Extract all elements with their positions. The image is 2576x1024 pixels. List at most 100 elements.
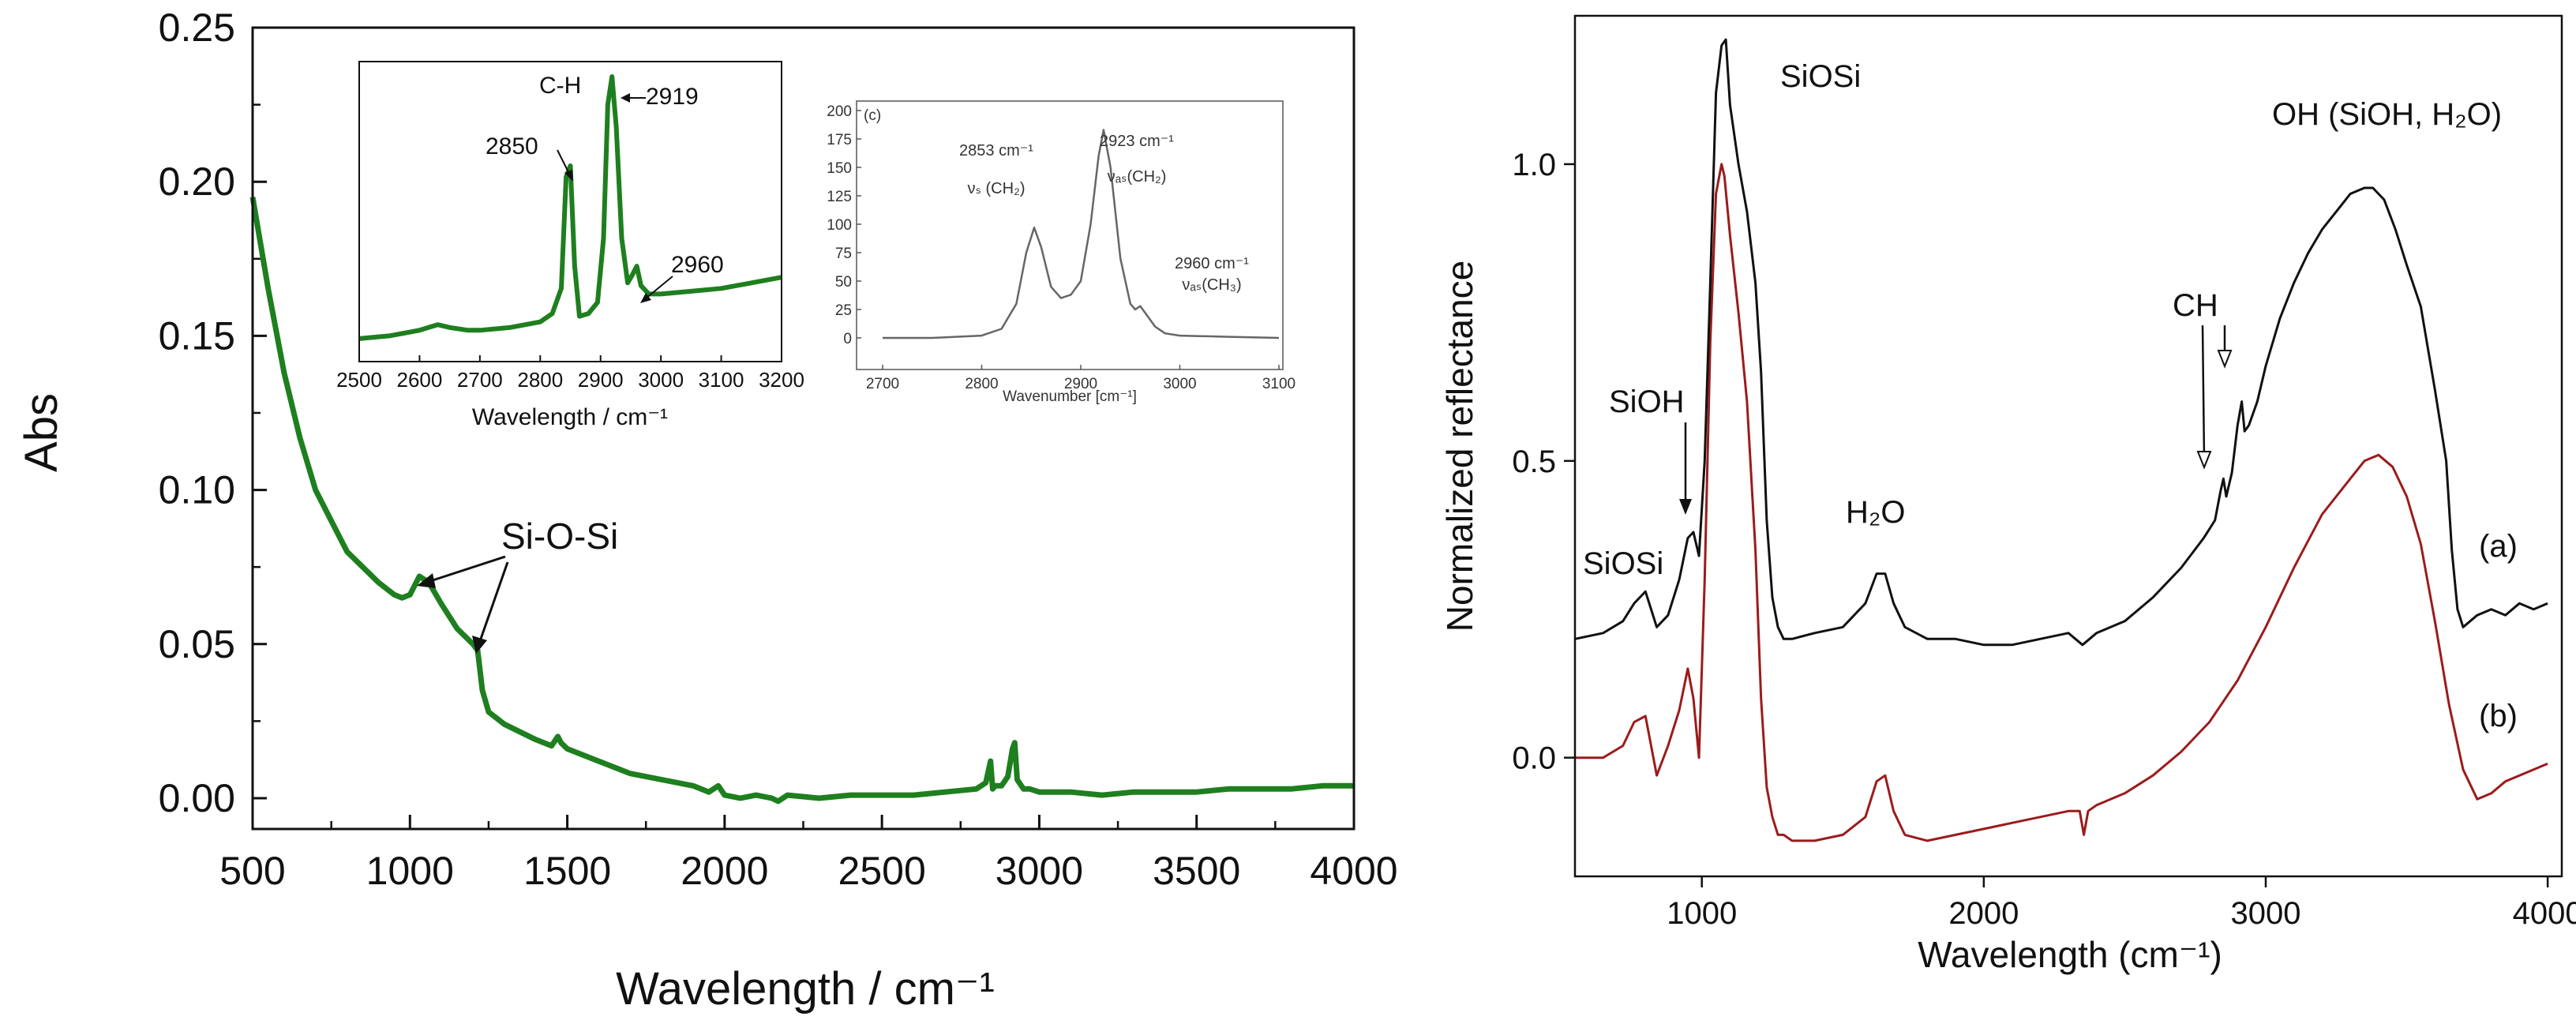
inset-left-tick-labels: 2500 2600 2700 2800 2900 3000 3100 3200 (336, 368, 804, 392)
left-x-axis-label: Wavelength / cm⁻¹ (616, 963, 995, 1015)
right-siosi-peak-label: SiOSi (1780, 59, 1861, 94)
inset-right-chart: 2700 2800 2900 3000 3100 0 25 50 75 100 125 150 175 2… (827, 100, 1295, 405)
inset-right-y-tick-label: 200 (827, 103, 852, 120)
left-si-o-si-arrowhead-1 (417, 573, 436, 588)
right-ch-arrow-1 (2201, 324, 2206, 459)
right-ch-arrowhead-2 (2217, 350, 2233, 369)
left-plot-frame (251, 26, 1355, 831)
inset-right-y-tick-label: 0 (843, 331, 852, 347)
inset-left-x-tick-label: 3000 (638, 368, 684, 392)
inset-right-y-tick-label: 75 (835, 246, 852, 262)
left-x-tick-label: 3000 (996, 849, 1083, 893)
left-y-tick-label: 0.00 (159, 776, 235, 820)
right-tick-labels: 1000 2000 3000 4000 0.0 0.5 1.0 (1512, 148, 2576, 931)
inset-right-x-tick-label: 2700 (866, 376, 899, 392)
inset-right-frame (856, 100, 1284, 370)
inset-left-x-tick-label: 2500 (336, 368, 382, 392)
right-x-tick-label: 2000 (1948, 896, 2019, 931)
inset-left-x-tick-label: 3200 (759, 368, 804, 392)
inset-right-y-tick-label: 100 (827, 217, 852, 234)
right-x-tick-label: 3000 (2231, 896, 2301, 931)
inset-right-x-tick-label: 3100 (1262, 376, 1295, 392)
left-y-axis-label: Abs (16, 393, 67, 472)
inset-left-line (358, 74, 782, 341)
inset-left-x-tick-label: 2800 (517, 368, 563, 392)
right-legend-b: (b) (2479, 699, 2518, 733)
right-x-tick-label: 1000 (1667, 896, 1737, 931)
inset-left-2850-arrow (557, 149, 571, 176)
inset-right-background (857, 101, 1283, 369)
left-chart: 500 1000 1500 2000 2500 3000 3500 40000.000.050… (16, 6, 1398, 1015)
right-series-b-line (1575, 163, 2548, 842)
left-x-tick-label: 4000 (1310, 849, 1397, 893)
inset-right-x-tick-label: 3000 (1163, 376, 1196, 392)
inset-right-y-tick-label: 25 (835, 302, 852, 319)
left-si-o-si-arrow-2 (478, 561, 509, 642)
right-ch-arrowhead-1 (2196, 451, 2212, 470)
right-series-a-line (1574, 38, 2548, 647)
left-x-tick-label: 1000 (366, 849, 454, 893)
left-abs-line (249, 197, 1354, 805)
right-y-tick-label: 0.0 (1512, 741, 1556, 776)
inset-right-y-tick-label: 125 (827, 189, 852, 205)
inset-left-x-tick-label: 2700 (457, 368, 503, 392)
inset-right-nuas-ch2-label: νₐₛ(CH₂) (1108, 168, 1167, 186)
right-legend-a: (a) (2479, 529, 2518, 564)
inset-left-2850-label: 2850 (486, 133, 538, 159)
right-y-tick-label: 0.5 (1512, 444, 1556, 479)
right-oh-label: OH (SiOH, H₂O) (2272, 97, 2502, 132)
left-si-o-si-arrowhead-2 (472, 636, 487, 654)
inset-right-y-tick-label: 175 (827, 132, 852, 148)
inset-left-2919-label: 2919 (646, 84, 699, 110)
right-x-tick-label: 4000 (2513, 896, 2576, 931)
right-y-tick-label: 1.0 (1512, 148, 1556, 182)
right-ch-label: CH (2173, 288, 2218, 323)
right-x-axis-label: Wavelength (cm⁻¹) (1918, 934, 2222, 975)
inset-right-x-tick-label: 2900 (1064, 376, 1097, 392)
left-y-tick-label: 0.20 (159, 159, 235, 204)
left-y-tick-label: 0.10 (159, 468, 235, 512)
inset-right-2923-label: 2923 cm⁻¹ (1100, 133, 1174, 150)
right-y-axis-label: Normalized reflectance (1439, 261, 1480, 632)
inset-right-tick-labels: 2700 2800 2900 3000 3100 0 25 50 75 100 125 150 175 2… (827, 103, 1295, 392)
inset-right-x-tick-label: 2800 (965, 376, 998, 392)
inset-right-line (883, 129, 1280, 339)
inset-left-2850-arrowhead (564, 170, 573, 182)
inset-left-x-tick-label: 3100 (699, 368, 744, 392)
left-si-o-si-label: Si-O-Si (501, 516, 618, 557)
inset-left-chart: 2500 2600 2700 2800 2900 3000 3100 3200 Wavelen… (336, 61, 804, 430)
inset-right-panel-label: (c) (864, 107, 881, 124)
left-x-tick-label: 2500 (838, 849, 926, 893)
inset-right-nuas-ch3-label: νₐₛ(CH₃) (1182, 276, 1241, 294)
inset-left-ch-label: C-H (539, 73, 581, 99)
inset-left-2960-label: 2960 (671, 252, 724, 278)
inset-left-x-tick-label: 2900 (578, 368, 624, 392)
right-sioh-label: SiOH (1609, 384, 1685, 419)
left-x-tick-label: 3500 (1153, 849, 1240, 893)
inset-right-x-axis-label: Wavenumber [cm⁻¹] (1003, 388, 1137, 405)
right-h2o-label: H₂O (1846, 495, 1906, 530)
right-chart: 1000 2000 3000 4000 0.0 0.5 1.0 Wavelength (cm… (1439, 14, 2576, 975)
right-ticks (1564, 163, 2549, 887)
inset-left-x-axis-label: Wavelength / cm⁻¹ (472, 404, 668, 430)
left-y-tick-label: 0.25 (159, 6, 235, 50)
inset-left-frame (358, 61, 782, 362)
left-x-tick-label: 500 (219, 849, 285, 893)
inset-left-2919-arrowhead (621, 93, 630, 103)
inset-right-2960-label: 2960 cm⁻¹ (1175, 255, 1249, 272)
left-y-tick-label: 0.05 (159, 622, 235, 666)
left-y-tick-label: 0.15 (159, 313, 235, 358)
inset-left-2960-arrow (645, 276, 673, 299)
left-x-tick-label: 2000 (681, 849, 768, 893)
inset-right-2853-label: 2853 cm⁻¹ (959, 142, 1033, 159)
inset-left-x-tick-label: 2600 (397, 368, 443, 392)
right-sioh-arrowhead (1679, 499, 1692, 515)
right-siosi-left-label: SiOSi (1583, 546, 1663, 581)
left-tick-labels: 500 1000 1500 2000 2500 3000 3500 40000.000.050… (159, 6, 1398, 893)
left-si-o-si-arrow-1 (427, 555, 506, 583)
inset-right-y-tick-label: 50 (835, 274, 852, 291)
right-plot-frame (1573, 14, 2563, 878)
inset-right-y-tick-label: 150 (827, 160, 852, 177)
inset-left-2960-arrowhead (640, 293, 651, 303)
